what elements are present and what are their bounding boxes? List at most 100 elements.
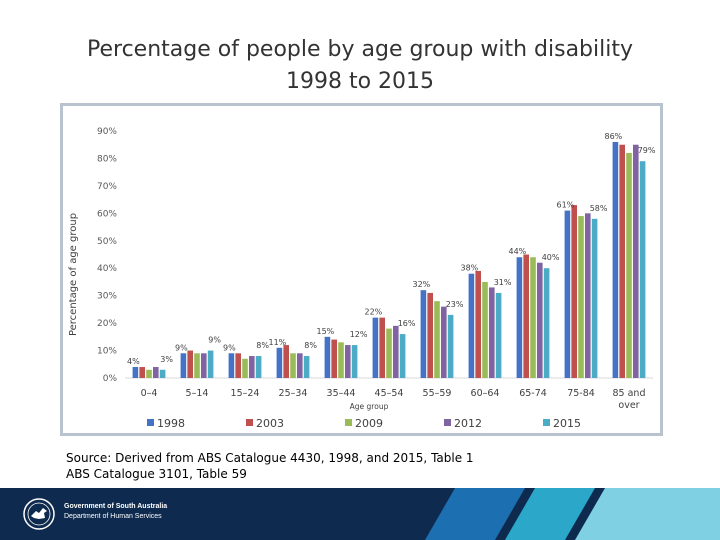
y-tick-label: 0% bbox=[103, 374, 118, 384]
bar bbox=[331, 339, 337, 378]
y-tick-label: 10% bbox=[97, 347, 117, 357]
bar bbox=[242, 358, 248, 378]
government-logo-text: Government of South Australia Department… bbox=[64, 502, 167, 522]
bar bbox=[591, 218, 598, 378]
data-label: 86% bbox=[605, 132, 623, 141]
data-label: 4% bbox=[127, 357, 140, 366]
bar bbox=[290, 353, 296, 378]
x-tick-label: 15–24 bbox=[231, 388, 260, 399]
x-tick-label: 35–44 bbox=[327, 388, 356, 399]
bar bbox=[235, 353, 241, 378]
data-label: 3% bbox=[160, 355, 173, 364]
slide-title: Percentage of people by age group with d… bbox=[40, 34, 680, 98]
bar bbox=[564, 210, 571, 378]
data-label: 44% bbox=[509, 247, 527, 256]
bar bbox=[482, 281, 488, 378]
bar bbox=[537, 262, 543, 378]
bar bbox=[420, 290, 427, 378]
chart-frame: 0% 10% 20% 30% 40% 50% 60% 70% 80% 90% Percentage … bbox=[60, 103, 663, 436]
data-label: 11% bbox=[269, 338, 287, 347]
bar bbox=[468, 273, 475, 378]
y-tick-label: 30% bbox=[97, 292, 117, 302]
data-label: 38% bbox=[461, 264, 479, 273]
bar bbox=[283, 345, 289, 378]
bar bbox=[571, 205, 577, 378]
y-tick-label: 70% bbox=[97, 182, 117, 192]
source-line-1: Source: Derived from ABS Catalogue 4430,… bbox=[66, 451, 474, 465]
bar bbox=[489, 287, 495, 378]
bar bbox=[543, 268, 550, 378]
x-tick-label: 85 and over bbox=[613, 388, 646, 411]
data-label: 23% bbox=[446, 300, 464, 309]
y-axis-title: Percentage of age group bbox=[68, 213, 79, 336]
bar bbox=[626, 152, 632, 378]
bar bbox=[427, 292, 433, 378]
bar bbox=[338, 342, 344, 378]
bar bbox=[619, 144, 625, 378]
org-line-1: Government of South Australia bbox=[64, 503, 168, 510]
data-label: 31% bbox=[494, 278, 512, 287]
source-note: Source: Derived from ABS Catalogue 4430,… bbox=[66, 450, 666, 482]
y-tick-label: 90% bbox=[97, 127, 117, 137]
bar bbox=[475, 270, 481, 378]
bar bbox=[372, 317, 379, 378]
data-label: 8% bbox=[256, 341, 269, 350]
legend-label: 2012 bbox=[454, 417, 482, 430]
data-label: 12% bbox=[350, 330, 368, 339]
x-tick-label: 55–59 bbox=[423, 388, 452, 399]
legend-label: 1998 bbox=[157, 417, 185, 430]
bar bbox=[379, 317, 385, 378]
bar bbox=[393, 325, 399, 378]
bar bbox=[303, 356, 310, 378]
x-tick-label: 25–34 bbox=[279, 388, 308, 399]
x-tick-label: 60–64 bbox=[471, 388, 500, 399]
org-line-2: Department of Human Services bbox=[64, 513, 162, 520]
legend-swatch bbox=[345, 419, 352, 426]
legend-swatch bbox=[543, 419, 550, 426]
y-tick-label: 60% bbox=[97, 209, 117, 219]
bar bbox=[578, 216, 584, 378]
bar bbox=[516, 257, 523, 378]
bar bbox=[187, 350, 193, 378]
bar bbox=[139, 367, 145, 378]
bar bbox=[399, 334, 406, 378]
y-tick-label: 80% bbox=[97, 154, 117, 164]
x-tick-label: 0–4 bbox=[141, 388, 158, 399]
x-tick-label: 65-74 bbox=[519, 388, 547, 399]
bar bbox=[434, 301, 440, 378]
bar bbox=[159, 369, 166, 378]
bar bbox=[255, 356, 262, 378]
data-label: 9% bbox=[223, 343, 236, 352]
data-label: 9% bbox=[175, 343, 188, 352]
x-tick-label: 45–54 bbox=[375, 388, 404, 399]
legend-label: 2015 bbox=[553, 417, 581, 430]
bar bbox=[530, 257, 536, 378]
bar bbox=[201, 353, 207, 378]
bar bbox=[180, 353, 187, 378]
data-label: 40% bbox=[542, 253, 560, 262]
bar bbox=[146, 369, 152, 378]
data-label: 16% bbox=[398, 319, 416, 328]
piping-shrike-crest-icon bbox=[23, 498, 55, 530]
bar bbox=[276, 347, 283, 378]
data-label: 22% bbox=[365, 308, 383, 317]
slide-title-line1: Percentage of people by age group with d… bbox=[87, 37, 633, 62]
bar bbox=[612, 141, 619, 378]
data-label: 15% bbox=[317, 327, 335, 336]
bar bbox=[633, 144, 639, 378]
bar bbox=[228, 353, 235, 378]
source-line-2: ABS Catalogue 3101, Table 59 bbox=[66, 467, 247, 481]
legend-swatch bbox=[147, 419, 154, 426]
x-axis-title: Age group bbox=[350, 402, 389, 411]
legend-swatch bbox=[444, 419, 451, 426]
data-label: 58% bbox=[590, 204, 608, 213]
bar bbox=[639, 161, 646, 378]
data-label: 61% bbox=[557, 201, 575, 210]
bar bbox=[351, 345, 358, 378]
bar bbox=[207, 350, 214, 378]
slide-title-line2: 1998 to 2015 bbox=[285, 69, 435, 94]
bar-chart: 0% 10% 20% 30% 40% 50% 60% 70% 80% 90% Percentage … bbox=[68, 127, 656, 430]
x-tick-label: 75-84 bbox=[567, 388, 595, 399]
bar bbox=[523, 254, 529, 378]
y-tick-label: 40% bbox=[97, 264, 117, 274]
